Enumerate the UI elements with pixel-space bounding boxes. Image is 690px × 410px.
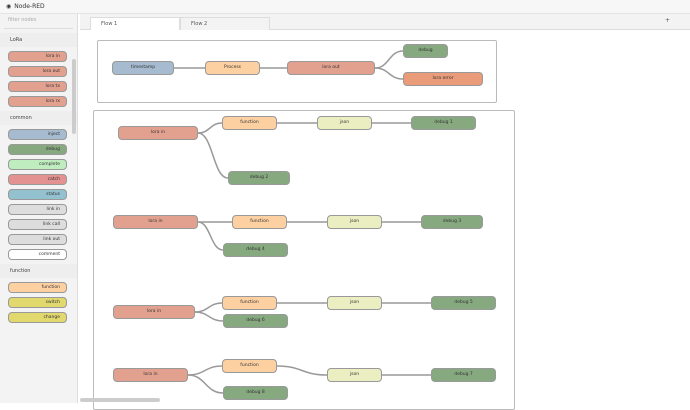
app-title: Node-RED (14, 3, 45, 10)
palette-node[interactable]: switch (8, 297, 67, 308)
palette-node[interactable]: lora out (8, 66, 67, 77)
palette-node[interactable]: change (8, 312, 67, 323)
palette-node[interactable]: debug (8, 144, 67, 155)
node-red-logo-icon: ◉ (6, 3, 12, 10)
flow-node[interactable]: debug 5 (431, 296, 496, 310)
palette-node[interactable]: status (8, 189, 67, 200)
wire[interactable] (374, 50, 404, 69)
flow-node[interactable]: lora out (287, 61, 375, 75)
tab-flow-1[interactable]: Flow 1 (90, 17, 180, 30)
palette-scrollbar[interactable] (72, 59, 76, 134)
flow-node[interactable]: json (317, 116, 372, 130)
wire[interactable] (194, 311, 224, 322)
plus-icon[interactable]: + (664, 17, 670, 24)
flow-node[interactable]: lora in (113, 305, 195, 319)
palette-category[interactable]: LoRa (0, 33, 77, 47)
palette: filter nodes LoRa lora in lora out lora tx l… (0, 14, 78, 403)
flow-node[interactable]: json (327, 215, 382, 229)
palette-node[interactable]: catch (8, 174, 67, 185)
flow-node[interactable]: debug 4 (223, 243, 288, 257)
palette-node[interactable]: lora in (8, 51, 67, 62)
flow-node[interactable]: json (327, 368, 382, 382)
flow-node[interactable]: function (232, 215, 287, 229)
palette-category[interactable]: function (0, 264, 77, 278)
wire[interactable] (276, 365, 328, 376)
palette-node[interactable]: function (8, 282, 67, 293)
flow-node[interactable]: lora in (113, 215, 198, 229)
wire[interactable] (197, 221, 224, 251)
wire[interactable] (194, 302, 223, 313)
flow-tabs: Flow 1 Flow 2 + (80, 14, 690, 30)
flow-node[interactable]: function (222, 359, 277, 373)
flow-node[interactable]: function (222, 296, 277, 310)
palette-node[interactable]: link call (8, 219, 67, 230)
flow-node[interactable]: Process (205, 61, 260, 75)
palette-node[interactable]: lora rx (8, 96, 67, 107)
wire[interactable] (374, 67, 404, 80)
flow-node[interactable]: lora in (113, 368, 188, 382)
flow-node[interactable]: debug 7 (431, 368, 496, 382)
flow-node[interactable]: debug 3 (421, 215, 483, 229)
flow-node[interactable]: debug 6 (223, 314, 288, 328)
flow-node[interactable]: lora in (118, 126, 198, 140)
flow-node[interactable]: debug 2 (228, 171, 290, 185)
tab-flow-2[interactable]: Flow 2 (180, 17, 270, 30)
flow-group-2[interactable] (93, 110, 515, 410)
flow-node[interactable]: debug 1 (411, 116, 476, 130)
palette-node[interactable]: inject (8, 129, 67, 140)
flow-node[interactable]: debug (403, 44, 448, 58)
wire[interactable] (187, 365, 223, 376)
palette-node[interactable]: link out (8, 234, 67, 245)
palette-node[interactable]: complete (8, 159, 67, 170)
palette-node[interactable]: link in (8, 204, 67, 215)
title-bar: ◉ Node-RED (0, 0, 690, 14)
flow-node[interactable]: timestamp (112, 61, 174, 75)
flow-node[interactable]: lora error (403, 72, 483, 86)
palette-node[interactable]: comment (8, 249, 67, 260)
palette-search-input[interactable]: filter nodes (4, 17, 73, 29)
wire[interactable] (187, 374, 224, 394)
flow-node[interactable]: json (327, 296, 382, 310)
flow-node[interactable]: debug 8 (223, 386, 288, 400)
palette-node[interactable]: lora tx (8, 81, 67, 92)
wire[interactable] (197, 122, 223, 134)
wire[interactable] (197, 132, 229, 179)
workspace-scrollbar[interactable] (80, 398, 160, 402)
palette-category[interactable]: common (0, 111, 77, 125)
flow-node[interactable]: function (222, 116, 277, 130)
